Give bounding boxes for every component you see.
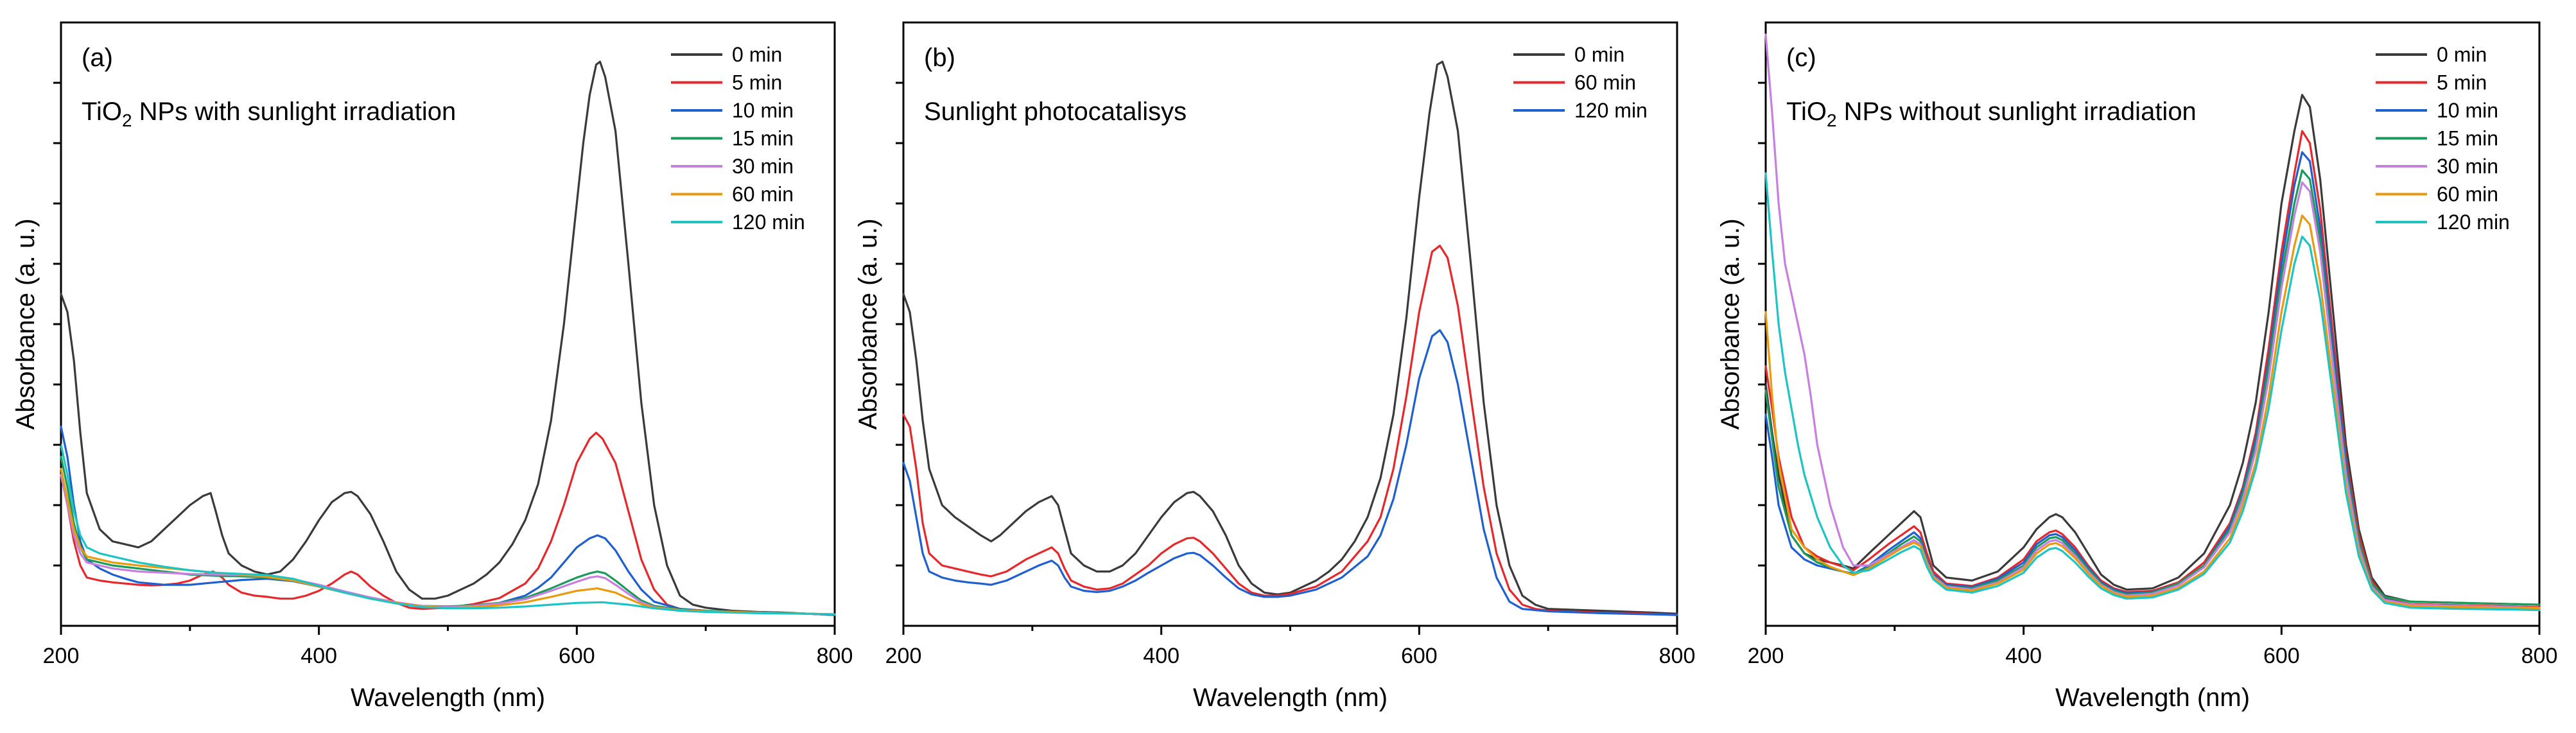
legend-entry: 15 min bbox=[2437, 127, 2498, 150]
y-axis-label: Absorbance (a. u.) bbox=[12, 218, 40, 429]
chart-panel-2: 200 400 600 800 Wavelength (nm) Absorbance (a… bbox=[854, 21, 1696, 712]
legend: 0 min 60 min 120 min bbox=[1513, 43, 1648, 122]
series-line-30-min bbox=[60, 474, 836, 616]
legend: 0 min 5 min 10 min 15 min 30 min 60 min 120 mi… bbox=[671, 43, 805, 234]
x-tick-label: 400 bbox=[300, 644, 337, 668]
series-line-5-min bbox=[60, 431, 836, 616]
x-tick-label: 400 bbox=[1143, 644, 1179, 668]
legend-entry: 15 min bbox=[732, 127, 794, 150]
series-line-5-min bbox=[1764, 130, 2541, 608]
legend-entry: 10 min bbox=[2437, 99, 2498, 122]
series-line-30-min bbox=[1764, 33, 2541, 609]
legend-entry: 60 min bbox=[732, 183, 794, 206]
panel-label: (a) bbox=[82, 44, 113, 72]
series-line-120-min bbox=[902, 329, 1678, 616]
x-tick-label: 200 bbox=[43, 644, 80, 668]
x-tick-label: 600 bbox=[559, 644, 595, 668]
legend-entry: 30 min bbox=[2437, 155, 2498, 178]
x-tick-label: 800 bbox=[1659, 644, 1696, 668]
legend-entry: 0 min bbox=[1574, 43, 1624, 66]
series-line-0-min bbox=[1764, 94, 2541, 606]
legend-entry: 0 min bbox=[732, 43, 782, 66]
x-tick-label: 800 bbox=[817, 644, 853, 668]
legend: 0 min 5 min 10 min 15 min 30 min 60 min 120 mi… bbox=[2376, 43, 2510, 234]
x-tick-label: 200 bbox=[885, 644, 922, 668]
panel-annotation: TiO2 NPs with sunlight irradiation bbox=[82, 98, 456, 130]
series-line-10-min bbox=[1764, 151, 2541, 609]
series-line-0-min bbox=[60, 60, 836, 616]
legend-entry: 120 min bbox=[1574, 99, 1648, 122]
series-line-60-min bbox=[1764, 214, 2541, 610]
panel-annotation: Sunlight photocatalisys bbox=[924, 98, 1187, 126]
series-line-10-min bbox=[60, 426, 836, 616]
series-line-0-min bbox=[902, 60, 1678, 615]
x-tick-label: 600 bbox=[1401, 644, 1438, 668]
series-group bbox=[1764, 33, 2541, 612]
panel-annotation: TiO2 NPs without sunlight irradiation bbox=[1786, 98, 2197, 130]
series-line-120-min bbox=[1764, 172, 2541, 612]
legend-entry: 10 min bbox=[732, 99, 794, 122]
x-tick-label: 600 bbox=[2263, 644, 2300, 668]
y-axis-label: Absorbance (a. u.) bbox=[854, 218, 882, 429]
panel-label: (b) bbox=[924, 44, 955, 72]
series-group bbox=[902, 60, 1678, 616]
panel-label: (c) bbox=[1786, 44, 1816, 72]
legend-entry: 120 min bbox=[2437, 211, 2510, 234]
legend-entry: 5 min bbox=[732, 71, 782, 94]
y-axis-label: Absorbance (a. u.) bbox=[1716, 218, 1745, 429]
x-axis-label: Wavelength (nm) bbox=[2055, 684, 2250, 712]
legend-entry: 60 min bbox=[1574, 71, 1636, 94]
x-axis-label: Wavelength (nm) bbox=[351, 684, 545, 712]
series-line-15-min bbox=[60, 456, 836, 616]
x-tick-label: 800 bbox=[2521, 644, 2558, 668]
legend-entry: 120 min bbox=[732, 211, 805, 234]
series-line-60-min bbox=[60, 468, 836, 616]
x-axis-label: Wavelength (nm) bbox=[1193, 684, 1388, 712]
series-line-15-min bbox=[1764, 169, 2541, 606]
chart-panel-3: 200 400 600 800 Wavelength (nm) Absorbance (a… bbox=[1716, 21, 2558, 712]
x-tick-label: 400 bbox=[2005, 644, 2042, 668]
legend-entry: 30 min bbox=[732, 155, 794, 178]
series-line-120-min bbox=[60, 444, 836, 616]
chart-panel-1: 200 400 600 800 Wavelength (nm) Absorbance (a… bbox=[12, 21, 853, 712]
x-tick-label: 200 bbox=[1748, 644, 1784, 668]
series-group bbox=[60, 60, 836, 616]
series-line-60-min bbox=[902, 245, 1678, 616]
legend-entry: 0 min bbox=[2437, 43, 2487, 66]
legend-entry: 60 min bbox=[2437, 183, 2498, 206]
legend-entry: 5 min bbox=[2437, 71, 2487, 94]
